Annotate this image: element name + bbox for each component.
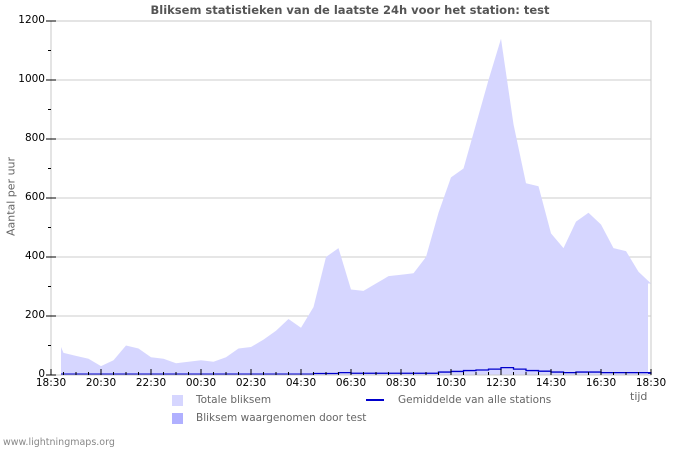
legend-total-lightning: Totale bliksem (172, 394, 271, 406)
chart-title: Bliksem statistieken van de laatste 24h … (150, 3, 550, 17)
x-tick-label: 02:30 (235, 377, 267, 389)
legend-label: Bliksem waargenomen door test (196, 412, 367, 424)
legend-swatch-station (172, 412, 183, 424)
y-tick-label: 400 (24, 250, 45, 262)
y-tick-label: 1000 (18, 73, 45, 85)
series-total-lightning-area (61, 38, 651, 375)
x-tick-label: 04:30 (285, 377, 317, 389)
x-tick-label: 20:30 (85, 377, 117, 389)
x-tick-label: 18:30 (35, 377, 67, 389)
y-tick-label: 1200 (18, 14, 45, 26)
x-axis-label: tijd (630, 390, 648, 403)
legend-station-lightning: Bliksem waargenomen door test (172, 412, 366, 424)
x-tick-label: 10:30 (435, 377, 467, 389)
legend-swatch-average (366, 399, 384, 401)
x-tick-label: 12:30 (485, 377, 517, 389)
x-tick-label: 22:30 (135, 377, 167, 389)
legend-label: Totale bliksem (196, 394, 272, 406)
legend-label: Gemiddelde van alle stations (398, 394, 552, 406)
y-tick-label: 200 (24, 309, 45, 321)
y-tick-label: 600 (24, 191, 45, 203)
x-tick-label: 16:30 (585, 377, 617, 389)
y-tick-label: 0 (38, 368, 45, 380)
x-tick-label: 00:30 (185, 377, 217, 389)
legend-average-stations: Gemiddelde van alle stations (366, 394, 551, 406)
legend-swatch-total (172, 394, 183, 406)
x-tick-label: 14:30 (535, 377, 567, 389)
x-tick-label: 18:30 (635, 377, 667, 389)
y-tick-label: 800 (24, 132, 45, 144)
x-tick-label: 08:30 (385, 377, 417, 389)
footer-site-link[interactable]: www.lightningmaps.org (3, 437, 115, 448)
x-tick-label: 06:30 (335, 377, 367, 389)
